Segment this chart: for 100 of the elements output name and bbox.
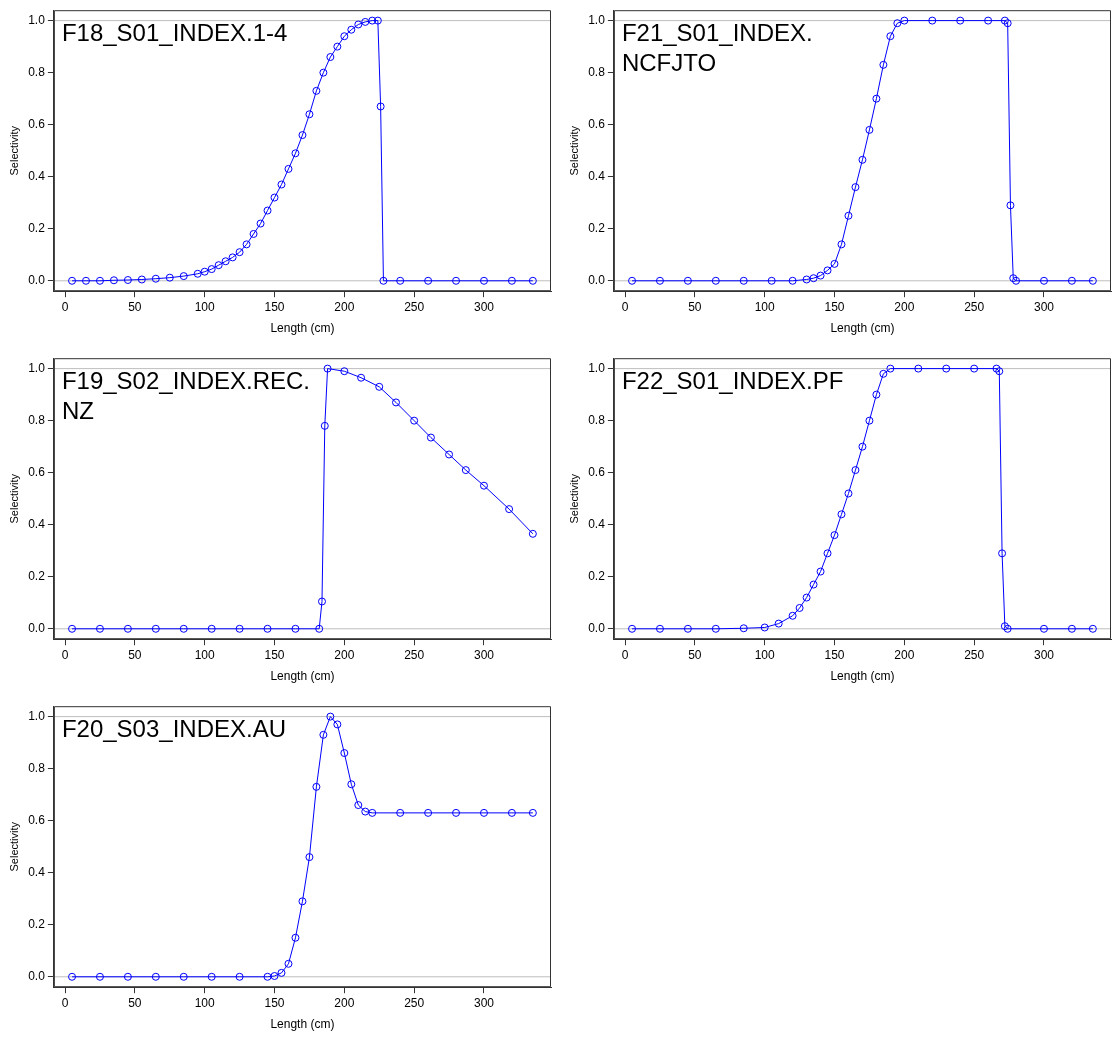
point	[1039, 276, 1048, 285]
point	[628, 624, 637, 633]
x-tick-label: 150	[824, 647, 845, 662]
x-tick-label: 200	[334, 299, 355, 314]
point	[179, 272, 188, 281]
point	[354, 20, 363, 29]
point	[320, 421, 329, 430]
point	[326, 53, 335, 62]
x-tick-label: 100	[194, 995, 216, 1010]
point	[179, 624, 188, 633]
point	[816, 567, 825, 576]
point	[357, 373, 366, 382]
point	[228, 253, 237, 262]
y-axis-title: Selectivity	[567, 473, 580, 524]
x-tick-label: 50	[128, 299, 142, 314]
point	[424, 276, 433, 285]
point	[809, 580, 818, 589]
point	[95, 624, 104, 633]
point	[1003, 19, 1012, 28]
point	[628, 276, 637, 285]
point	[1039, 624, 1048, 633]
y-tick-label: 0.2	[588, 221, 606, 236]
point	[858, 155, 867, 164]
x-tick-label: 150	[264, 299, 285, 314]
x-tick-label: 200	[334, 995, 355, 1010]
point	[1088, 624, 1097, 633]
point	[368, 808, 377, 817]
text: F19_S02_INDEX.REC.NZ	[61, 366, 310, 424]
x-axis-title: Length (cm)	[270, 669, 335, 684]
x-tick-label: 0	[61, 995, 69, 1010]
point	[507, 808, 516, 817]
point	[151, 624, 160, 633]
y-axis-title: Selectivity	[7, 125, 20, 176]
x-tick-label: 0	[621, 647, 629, 662]
y-tick-label: 1.0	[588, 12, 606, 27]
point	[479, 481, 488, 490]
point	[68, 972, 77, 981]
point	[900, 16, 909, 25]
chart-title: F20_S03_INDEX.AU	[61, 714, 286, 742]
y-tick-label: 0.4	[28, 865, 46, 880]
point	[396, 808, 405, 817]
point	[655, 624, 664, 633]
point	[802, 593, 811, 602]
point	[249, 229, 258, 238]
point	[452, 808, 461, 817]
point	[528, 276, 537, 285]
point	[886, 32, 895, 41]
point	[214, 261, 223, 270]
point	[319, 68, 328, 77]
point	[998, 549, 1007, 558]
x-tick-label: 250	[964, 647, 985, 662]
point	[242, 240, 251, 249]
point	[858, 442, 867, 451]
y-tick-label: 1.0	[28, 708, 46, 723]
y-tick-label: 0.0	[588, 273, 606, 288]
point	[452, 276, 461, 285]
point	[1006, 201, 1015, 210]
point	[165, 273, 174, 282]
point	[655, 276, 664, 285]
x-tick-label: 200	[894, 299, 915, 314]
point	[507, 276, 516, 285]
point	[823, 549, 832, 558]
x-tick-label: 150	[264, 647, 285, 662]
x-tick-label: 100	[194, 647, 216, 662]
x-tick-label: 100	[754, 647, 776, 662]
point	[375, 382, 384, 391]
point	[711, 276, 720, 285]
point	[479, 808, 488, 817]
point	[284, 164, 293, 173]
point	[893, 19, 902, 28]
point	[123, 624, 132, 633]
point	[872, 390, 881, 399]
point	[739, 276, 748, 285]
point	[879, 369, 888, 378]
x-tick-label: 200	[894, 647, 915, 662]
point	[347, 780, 356, 789]
point	[270, 972, 279, 981]
point	[193, 269, 202, 278]
point	[711, 624, 720, 633]
y-tick-label: 0.8	[588, 412, 606, 427]
point	[317, 597, 326, 606]
point	[340, 367, 349, 376]
point	[1067, 624, 1076, 633]
point	[865, 125, 874, 134]
point	[82, 276, 90, 285]
point	[123, 276, 132, 285]
y-axis-title: Selectivity	[567, 125, 580, 176]
y-tick-label: 1.0	[588, 360, 606, 375]
y-tick-label: 0.0	[28, 273, 46, 288]
point	[505, 505, 514, 514]
y-tick-label: 0.2	[28, 569, 46, 584]
chart-title: F18_S01_INDEX.1-4	[61, 18, 288, 46]
point	[802, 275, 811, 284]
x-tick-label: 50	[688, 647, 702, 662]
point	[872, 94, 881, 103]
point	[788, 611, 797, 620]
point	[151, 972, 160, 981]
x-tick-label: 0	[61, 299, 69, 314]
point	[528, 808, 537, 817]
point	[992, 364, 1001, 373]
